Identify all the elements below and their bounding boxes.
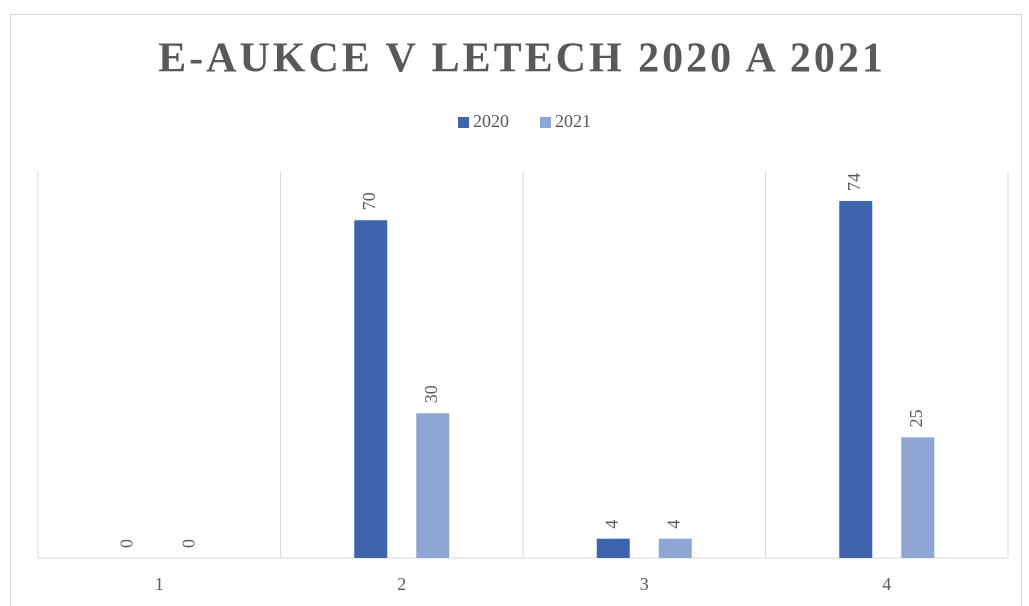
data-label: 74	[844, 173, 864, 191]
data-label: 30	[421, 385, 441, 403]
data-label: 0	[178, 539, 198, 548]
legend-swatch	[458, 117, 469, 128]
x-tick-label: 1	[155, 574, 164, 594]
x-tick-label: 3	[640, 574, 649, 594]
data-label: 70	[359, 192, 379, 210]
data-label: 4	[663, 520, 683, 529]
legend-label: 2020	[473, 111, 509, 131]
data-label: 25	[906, 409, 926, 427]
chart-title: E-AUKCE V LETECH 2020 A 2021	[158, 36, 886, 82]
bar	[596, 538, 630, 558]
bar	[354, 220, 388, 558]
x-tick-label: 4	[882, 574, 891, 594]
bar	[658, 538, 692, 558]
bar	[901, 437, 935, 558]
data-label: 0	[116, 539, 136, 548]
legend-swatch	[540, 117, 551, 128]
x-tick-label: 2	[397, 574, 406, 594]
data-label: 4	[601, 520, 621, 529]
legend-label: 2021	[555, 111, 591, 131]
bar	[416, 413, 450, 558]
bar	[839, 200, 873, 558]
